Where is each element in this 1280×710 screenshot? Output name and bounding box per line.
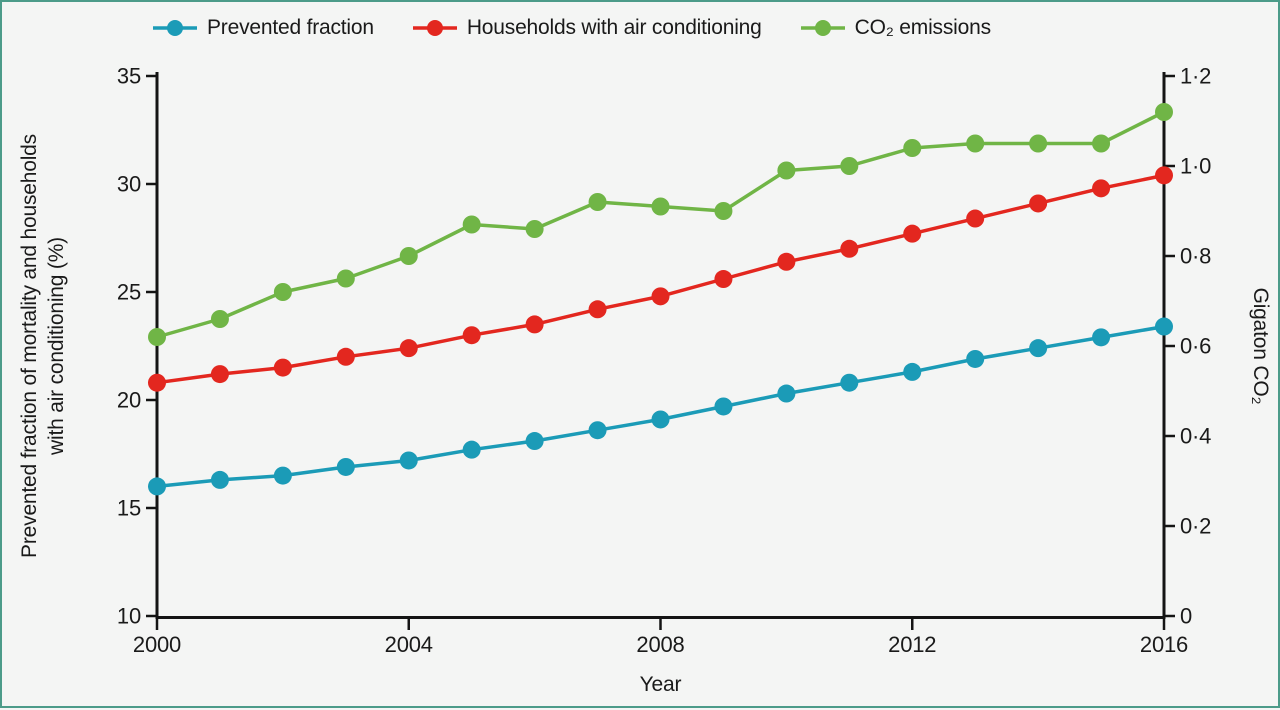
legend-item-households-ac: Households with air conditioning bbox=[412, 16, 762, 40]
legend-label-co2-emissions: CO₂ emissions bbox=[854, 16, 991, 39]
data-point bbox=[966, 209, 985, 228]
data-point bbox=[651, 410, 670, 429]
left-axis-title: Prevented fraction of mortality and hous… bbox=[18, 134, 68, 558]
data-point bbox=[588, 421, 607, 440]
legend-label-prevented-fraction: Prevented fraction bbox=[207, 16, 374, 39]
data-point bbox=[1092, 179, 1111, 198]
left-axis-tick-label: 35 bbox=[117, 64, 141, 89]
chart-legend: Prevented fraction Households with air c… bbox=[152, 16, 991, 40]
right-axis-tick-label: 0·4 bbox=[1180, 424, 1211, 449]
data-point bbox=[1029, 134, 1048, 153]
data-point bbox=[462, 440, 481, 459]
data-point bbox=[210, 310, 229, 328]
data-point bbox=[336, 269, 355, 288]
x-axis-tick-label: 2008 bbox=[636, 632, 684, 657]
data-point bbox=[148, 477, 166, 496]
data-point bbox=[840, 157, 859, 175]
legend-item-co2-emissions: CO₂ emissions bbox=[800, 16, 991, 40]
data-point bbox=[273, 283, 292, 301]
data-point bbox=[1029, 339, 1048, 358]
x-axis-tick-label: 2016 bbox=[1140, 632, 1188, 657]
data-point bbox=[1092, 328, 1111, 347]
legend-marker-households-ac-icon bbox=[412, 20, 457, 36]
legend-marker-prevented-fraction-icon bbox=[153, 20, 197, 36]
legend-label-households-ac: Households with air conditioning bbox=[466, 16, 762, 39]
right-axis-tick-label: 1·0 bbox=[1180, 154, 1211, 179]
right-axis-title: Gigaton CO₂ bbox=[1249, 288, 1272, 405]
data-point bbox=[840, 239, 859, 258]
data-point bbox=[651, 197, 670, 216]
data-point bbox=[525, 220, 544, 238]
data-point bbox=[336, 457, 355, 476]
left-axis-tick-label: 10 bbox=[117, 604, 141, 629]
data-point bbox=[903, 362, 922, 381]
data-point bbox=[1155, 317, 1173, 336]
data-point bbox=[210, 365, 229, 384]
data-point bbox=[525, 432, 544, 451]
data-point bbox=[777, 384, 796, 403]
data-point bbox=[840, 373, 859, 392]
data-point bbox=[903, 139, 922, 157]
data-point bbox=[714, 202, 733, 220]
data-point bbox=[714, 397, 733, 416]
left-axis-tick-label: 20 bbox=[117, 388, 141, 413]
data-point bbox=[399, 247, 418, 265]
data-point bbox=[903, 224, 922, 243]
data-point bbox=[651, 287, 670, 306]
legend-marker-co2-emissions-icon bbox=[800, 20, 845, 36]
right-axis-tick-label: 0 bbox=[1180, 604, 1192, 629]
right-axis-tick-label: 0·8 bbox=[1180, 244, 1211, 269]
right-axis-tick-label: 1·2 bbox=[1180, 64, 1211, 89]
x-axis-tick-label: 2012 bbox=[888, 632, 936, 657]
data-point bbox=[148, 328, 166, 346]
series-line-0 bbox=[156, 324, 1165, 489]
left-axis-tick-label: 15 bbox=[117, 496, 141, 521]
data-point bbox=[777, 252, 796, 271]
data-point bbox=[210, 470, 229, 489]
data-point bbox=[588, 193, 607, 211]
data-point bbox=[777, 161, 796, 180]
data-point bbox=[966, 349, 985, 368]
data-point bbox=[1029, 194, 1048, 213]
data-point bbox=[273, 466, 292, 485]
x-axis-tick-label: 2000 bbox=[133, 632, 181, 657]
data-point bbox=[336, 347, 355, 366]
data-point bbox=[273, 358, 292, 377]
data-point bbox=[1155, 103, 1173, 121]
data-point bbox=[399, 339, 418, 358]
x-axis-title: Year bbox=[640, 673, 682, 696]
data-point bbox=[1155, 166, 1173, 185]
data-point bbox=[148, 373, 166, 392]
legend-item-prevented-fraction: Prevented fraction bbox=[152, 16, 374, 40]
data-point bbox=[1092, 134, 1111, 153]
right-axis-tick-label: 0·6 bbox=[1180, 334, 1211, 359]
data-point bbox=[462, 326, 481, 345]
data-point bbox=[399, 451, 418, 470]
right-axis-tick-label: 0·2 bbox=[1180, 514, 1211, 539]
data-point bbox=[966, 134, 985, 153]
data-point bbox=[714, 270, 733, 289]
data-point bbox=[462, 215, 481, 234]
left-axis-tick-label: 25 bbox=[117, 280, 141, 305]
left-axis-tick-label: 30 bbox=[117, 172, 141, 197]
data-point bbox=[525, 315, 544, 334]
data-point bbox=[588, 300, 607, 319]
x-axis-tick-label: 2004 bbox=[385, 632, 433, 657]
